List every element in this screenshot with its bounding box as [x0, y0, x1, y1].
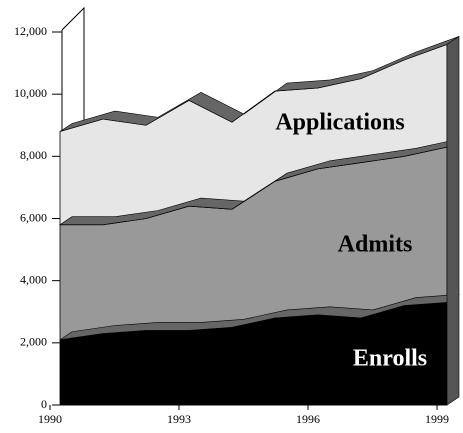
series-label: Applications [275, 110, 404, 136]
y-tick-label: 8,000 [20, 148, 47, 162]
y-tick-label: 0 [41, 397, 47, 411]
x-tick-label: 1990 [38, 412, 62, 426]
y-tick-label: 2,000 [20, 335, 47, 349]
series-label: Admits [338, 232, 413, 258]
x-tick-label: 1996 [296, 412, 320, 426]
y-tick-label: 10,000 [14, 86, 47, 100]
y-tick-label: 6,000 [20, 210, 47, 224]
x-tick-label: 1999 [425, 412, 449, 426]
x-tick-label: 1993 [167, 412, 191, 426]
side-face [446, 35, 460, 406]
y-tick-label: 4,000 [20, 272, 47, 286]
series-label: Enrolls [353, 346, 427, 372]
y-tick-label: 12,000 [14, 24, 47, 38]
